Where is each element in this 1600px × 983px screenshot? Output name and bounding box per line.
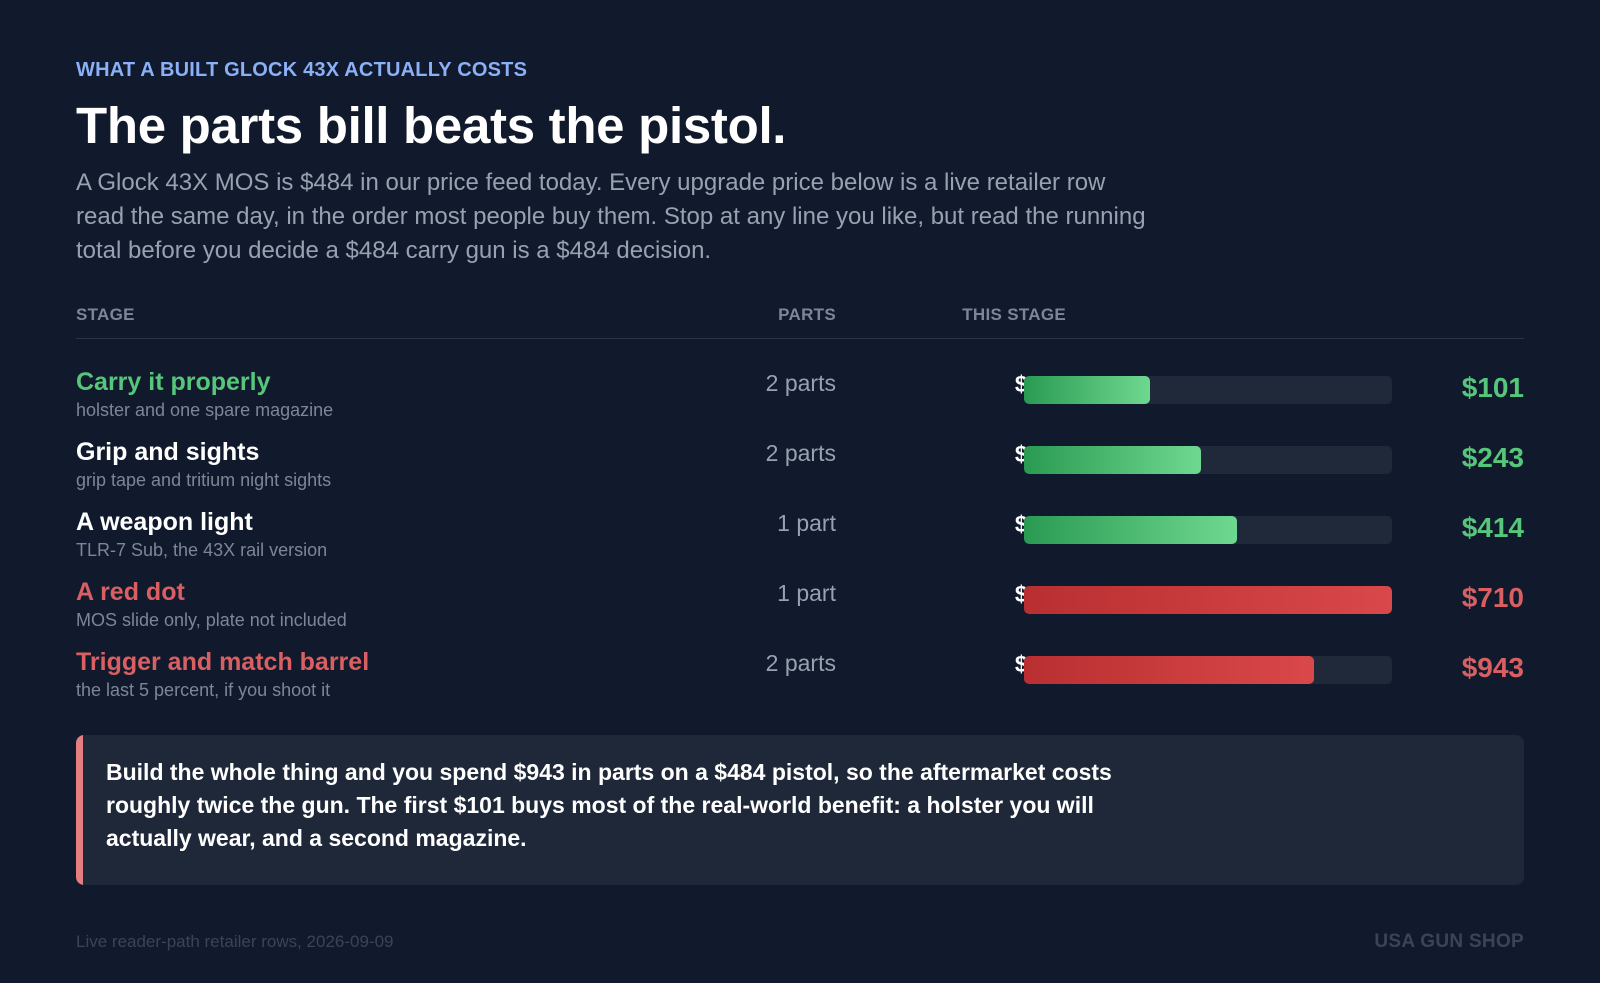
intro-paragraph: A Glock 43X MOS is $484 in our price fee… bbox=[76, 169, 1146, 264]
source-note: Live reader-path retailer rows, 2026-09-… bbox=[76, 932, 394, 951]
bar-2 bbox=[1024, 446, 1201, 474]
stage-description: the last 5 percent, if you shoot it bbox=[76, 680, 331, 700]
bar-track bbox=[1024, 586, 1392, 614]
stage-name: Trigger and match barrel bbox=[76, 648, 370, 676]
running-total: $943 bbox=[1461, 652, 1524, 683]
bar-4 bbox=[1024, 586, 1392, 614]
bar-5 bbox=[1024, 656, 1314, 684]
column-header-this-stage: THIS STAGE bbox=[962, 305, 1066, 324]
stage-name: Carry it properly bbox=[76, 368, 271, 396]
page-title: The parts bill beats the pistol. bbox=[76, 97, 787, 154]
column-header-parts: PARTS bbox=[778, 305, 836, 324]
summary-callout: Build the whole thing and you spend $943… bbox=[76, 735, 1524, 885]
brand-logo-text: USA GUN SHOP bbox=[1374, 931, 1524, 952]
bar-track bbox=[1024, 656, 1392, 684]
running-total: $101 bbox=[1461, 372, 1524, 403]
parts-count: 1 part bbox=[777, 580, 836, 606]
stage-name: Grip and sights bbox=[76, 438, 260, 466]
table-row: Trigger and match barrel the last 5 perce… bbox=[76, 648, 1524, 708]
stage-description: holster and one spare magazine bbox=[76, 400, 334, 420]
running-total: $414 bbox=[1461, 512, 1524, 543]
parts-count: 2 parts bbox=[765, 440, 836, 466]
table-row: A weapon light TLR-7 Sub, the 43X rail ve… bbox=[76, 508, 1524, 568]
table-row: A red dot MOS slide only, plate not inclu… bbox=[76, 578, 1524, 638]
stage-name: A red dot bbox=[76, 578, 185, 606]
table-row: Carry it properly holster and one spare m… bbox=[76, 368, 1524, 428]
table-row: Grip and sights grip tape and tritium nig… bbox=[76, 438, 1524, 498]
parts-count: 2 parts bbox=[765, 370, 836, 396]
parts-count: 2 parts bbox=[765, 650, 836, 676]
column-header-stage: STAGE bbox=[76, 305, 135, 324]
callout-accent-bar bbox=[76, 735, 83, 885]
stage-description: MOS slide only, plate not included bbox=[76, 610, 347, 630]
bar-track bbox=[1024, 446, 1392, 474]
kicker: WHAT A BUILT GLOCK 43X ACTUALLY COSTS bbox=[76, 59, 528, 81]
running-total: $243 bbox=[1461, 442, 1524, 473]
running-total: $710 bbox=[1461, 582, 1524, 613]
stage-description: grip tape and tritium night sights bbox=[76, 470, 332, 490]
bar-track bbox=[1024, 516, 1392, 544]
table-header: STAGE PARTS THIS STAGE bbox=[76, 303, 1524, 339]
callout-text: Build the whole thing and you spend $943… bbox=[106, 759, 1112, 851]
parts-count: 1 part bbox=[777, 510, 836, 536]
bar-3 bbox=[1024, 516, 1237, 544]
bar-1 bbox=[1024, 376, 1150, 404]
stage-description: TLR-7 Sub, the 43X rail version bbox=[76, 540, 328, 560]
stage-name: A weapon light bbox=[76, 508, 253, 536]
bar-track bbox=[1024, 376, 1392, 404]
